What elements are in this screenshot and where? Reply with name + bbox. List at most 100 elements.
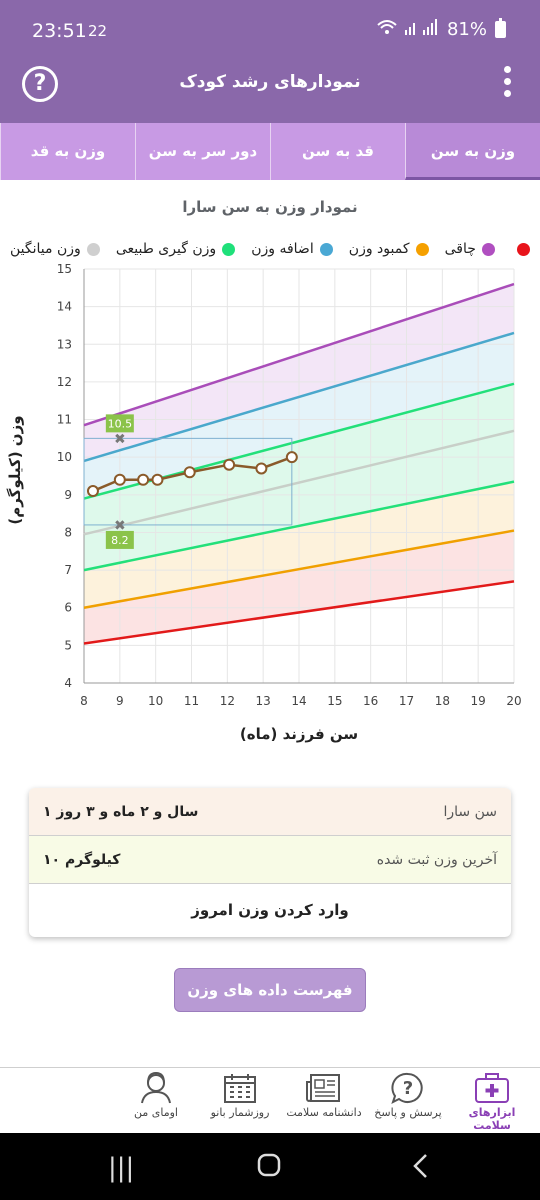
x-tick-label: 15 [327,694,342,708]
legend-label: وزن میانگین [10,241,81,257]
help-icon[interactable]: ? [22,66,58,102]
nav-label: روزشمار بانو [210,1106,270,1119]
legend-dot [481,242,495,256]
more-options-icon[interactable] [504,66,512,102]
battery-percent: 81% [446,19,487,40]
x-tick-label: 11 [184,694,199,708]
legend-item-obesity[interactable]: چاقی [445,238,495,260]
nav-profile[interactable]: اومای من [114,1068,198,1133]
nav-health-tools[interactable]: ابزارهای سلامت [450,1068,534,1133]
status-notification-count: 22 [88,22,108,40]
nav-encyclopedia[interactable]: دانشنامه سلامت [282,1068,366,1133]
chart-title: نمودار وزن به سن سارا [182,198,358,216]
reference-line-purple [83,282,515,427]
y-tick-label: 13 [57,337,72,351]
reference-line-median [83,429,515,536]
child-weight-point [151,473,164,486]
marker-label: 8.2 [111,534,129,547]
enter-today-weight-button[interactable]: وارد کردن وزن امروز [191,901,349,919]
app-bar: ? نمودارهای رشد کودک [0,44,540,123]
legend-label: چاقی [444,241,476,257]
last-weight-value: ۱۰ کیلوگرم [43,851,121,868]
status-right: 81% [377,18,506,40]
nav-label: اومای من [134,1106,178,1119]
legend-dot [222,242,236,256]
marker-label-box [105,414,134,433]
home-icon[interactable] [257,1153,281,1184]
x-axis-label: سن فرزند (ماه) [239,725,359,743]
x-tick-label: 19 [471,694,486,708]
x-tick-label: 18 [435,694,450,708]
nav-label: پرسش و پاسخ [374,1106,442,1119]
child-weight-point [223,458,236,471]
child-weight-point [285,451,298,464]
age-label: سن سارا [443,803,497,820]
chart-tabs: وزن به سن قد به سن دور سر به سن وزن به ق… [0,123,540,180]
weight-for-age-chart: 8 9 10 11 12 13 14 15 16 17 18 19 20 4 5 6 7 8 9 10 11 12 13 14… [57,262,522,708]
nav-questions[interactable]: ? پرسش و پاسخ [366,1068,450,1133]
legend-dot [415,242,429,256]
x-tick-label: 9 [116,694,124,708]
x-tick-label: 20 [506,694,521,708]
recent-apps-icon[interactable]: ||| [108,1153,135,1183]
range-box [83,437,293,526]
svg-text:?: ? [403,1078,413,1099]
y-tick-label: 6 [64,601,72,615]
nav-calendar[interactable]: روزشمار بانو [198,1068,282,1133]
legend-item-underweight[interactable]: کمبود وزن [349,238,429,260]
bottom-nav: ابزارهای سلامت ? پرسش و پاسخ دانشنامه سل… [0,1067,540,1133]
signal-icon [404,19,439,40]
y-tick-label: 4 [64,676,72,690]
chart-legend: چاقی کمبود وزن اضافه وزن وزن گیری طبیعی … [10,238,530,260]
tab-weight-for-age[interactable]: وزن به سن [405,123,540,180]
marker-label-box [105,530,134,549]
y-tick-label: 12 [57,375,72,389]
marker-label: 10.5 [108,417,133,430]
legend-item-red[interactable] [511,238,530,260]
user-profile-icon [141,1072,171,1104]
legend-dot [86,242,100,256]
question-bubble-icon: ? [391,1072,423,1104]
x-tick-label: 8 [80,694,88,708]
page-title: نمودارهای رشد کودک [179,72,361,92]
y-tick-label: 5 [64,638,72,652]
medical-kit-icon [475,1073,509,1103]
newspaper-icon [306,1074,340,1102]
marker-x: ✖ [114,431,126,447]
legend-item-normal-gain[interactable]: وزن گیری طبیعی [115,238,236,260]
legend-item-average[interactable]: وزن میانگین [10,238,100,260]
legend-label: کمبود وزن [348,241,410,257]
marker-x: ✖ [114,518,126,534]
reference-line-orange [83,529,515,609]
last-weight-label: آخرین وزن ثبت شده [376,851,497,868]
weight-data-list-button[interactable]: فهرست داده های وزن سارا [174,968,366,1041]
y-tick-label: 14 [57,300,72,314]
system-navigation-bar: ||| [0,1133,540,1200]
reference-line-red [83,580,515,645]
x-tick-label: 13 [256,694,271,708]
back-icon[interactable] [412,1153,428,1186]
y-tick-label: 8 [64,525,72,539]
child-weight-point [113,473,126,486]
tab-head-circumference-for-age[interactable]: دور سر به سن [135,123,270,180]
x-tick-label: 17 [399,694,414,708]
legend-label: اضافه وزن [251,241,314,257]
y-tick-label: 9 [64,488,72,502]
x-tick-label: 16 [363,694,378,708]
tab-weight-for-height[interactable]: وزن به قد [0,123,135,180]
wifi-icon [377,19,397,40]
last-weight-row: آخرین وزن ثبت شده ۱۰ کیلوگرم [29,836,511,884]
x-tick-label: 12 [220,694,235,708]
tab-height-for-age[interactable]: قد به سن [270,123,405,180]
child-weight-point [183,466,196,479]
child-weight-point [255,462,268,475]
y-tick-label: 7 [64,563,72,577]
nav-label: ابزارهای سلامت [468,1106,516,1132]
battery-icon [495,18,506,38]
y-tick-label: 11 [57,413,72,427]
child-weight-point [86,485,99,498]
legend-label: وزن گیری طبیعی [115,241,217,257]
info-card: سن سارا ۱ سال و ۲ ماه و ۳ روز آخرین وزن … [29,788,511,937]
nav-label: دانشنامه سلامت [286,1106,362,1119]
legend-item-overweight[interactable]: اضافه وزن [251,238,333,260]
